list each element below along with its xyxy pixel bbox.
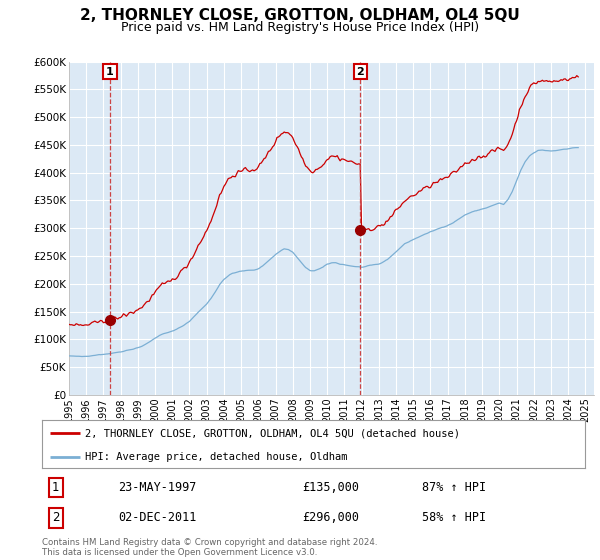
Text: 2, THORNLEY CLOSE, GROTTON, OLDHAM, OL4 5QU: 2, THORNLEY CLOSE, GROTTON, OLDHAM, OL4 … xyxy=(80,8,520,24)
Text: 2: 2 xyxy=(356,67,364,77)
Text: £296,000: £296,000 xyxy=(302,511,359,524)
Text: Contains HM Land Registry data © Crown copyright and database right 2024.
This d: Contains HM Land Registry data © Crown c… xyxy=(42,538,377,557)
Text: 1: 1 xyxy=(106,67,114,77)
Text: £135,000: £135,000 xyxy=(302,481,359,494)
Text: 2: 2 xyxy=(52,511,59,524)
Text: Price paid vs. HM Land Registry's House Price Index (HPI): Price paid vs. HM Land Registry's House … xyxy=(121,21,479,34)
Text: 87% ↑ HPI: 87% ↑ HPI xyxy=(422,481,486,494)
Text: 2, THORNLEY CLOSE, GROTTON, OLDHAM, OL4 5QU (detached house): 2, THORNLEY CLOSE, GROTTON, OLDHAM, OL4 … xyxy=(85,428,460,438)
Text: 58% ↑ HPI: 58% ↑ HPI xyxy=(422,511,486,524)
Text: HPI: Average price, detached house, Oldham: HPI: Average price, detached house, Oldh… xyxy=(85,452,348,462)
Text: 23-MAY-1997: 23-MAY-1997 xyxy=(118,481,196,494)
Text: 02-DEC-2011: 02-DEC-2011 xyxy=(118,511,196,524)
Text: 1: 1 xyxy=(52,481,59,494)
